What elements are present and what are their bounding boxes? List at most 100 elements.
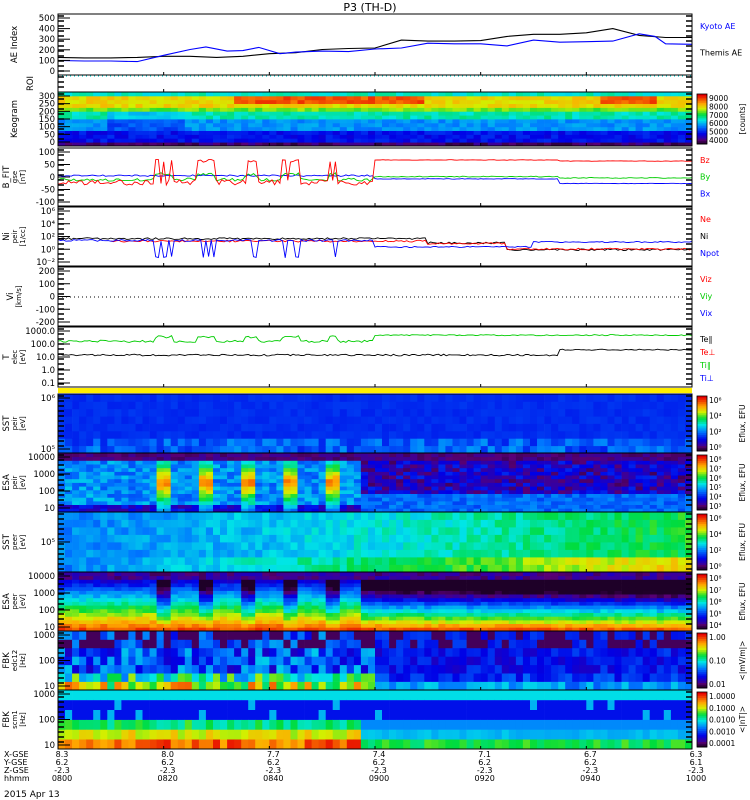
spectrogram-cell (565, 119, 573, 124)
spectrogram-cell (79, 586, 87, 591)
spectrogram-cell (417, 456, 425, 461)
spectrogram-cell (163, 508, 172, 513)
spectrogram-cell (332, 489, 341, 494)
spectrogram-cell (318, 594, 326, 599)
spectrogram-cell (579, 475, 587, 480)
spectrogram-cell (100, 608, 108, 613)
spectrogram-cell (515, 394, 524, 402)
spectrogram-cell (508, 460, 517, 465)
spectrogram-cell (368, 115, 376, 120)
spectrogram-cell (227, 616, 235, 621)
spectrogram-cell (396, 464, 404, 469)
spectrogram-cell (311, 142, 319, 147)
spectrogram-cell (177, 471, 186, 476)
spectrogram-cell (522, 138, 531, 143)
spectrogram-cell (515, 416, 524, 424)
spectrogram-cell (65, 612, 73, 617)
spectrogram-cell (551, 557, 559, 565)
spectrogram-cell (100, 527, 108, 535)
spectrogram-cell (438, 504, 446, 509)
spectrogram-cell (255, 619, 263, 624)
spectrogram-cell (685, 394, 693, 402)
spectrogram-cell (269, 142, 277, 147)
spectrogram-cell (93, 612, 101, 617)
spectrogram-cell (332, 564, 341, 573)
spectrogram-cell (205, 103, 214, 108)
spectrogram-cell (346, 586, 355, 591)
spectrogram-cell (318, 627, 326, 632)
colorbar-cell (697, 536, 707, 539)
spectrogram-cell (558, 453, 566, 458)
spectrogram-cell (114, 134, 122, 139)
spectrogram-cell (438, 493, 446, 498)
spectrogram-cell (325, 445, 334, 454)
spectrogram-cell (65, 460, 73, 465)
spectrogram-cell (332, 497, 341, 502)
spectrogram-cell (213, 138, 221, 143)
spectrogram-cell (614, 130, 622, 135)
spectrogram-cell (170, 557, 179, 565)
spectrogram-cell (283, 122, 291, 128)
spectrogram-cell (389, 489, 397, 494)
spectrogram-cell (93, 508, 101, 513)
spectrogram-cell (248, 534, 256, 543)
spectrogram-cell (530, 95, 538, 101)
spectrogram-cell (431, 467, 439, 472)
spectrogram-cell (135, 605, 143, 610)
spectrogram-cell (100, 115, 108, 120)
spectrogram-cell (304, 549, 312, 558)
spectrogram-cell (663, 482, 672, 487)
spectrogram-cell (558, 464, 566, 469)
spectrogram-cell (515, 401, 524, 410)
spectrogram-cell (135, 467, 143, 472)
spectrogram-cell (586, 126, 594, 131)
spectrogram-cell (360, 601, 369, 606)
spectrogram-cell (445, 527, 453, 535)
spectrogram-cell (276, 475, 284, 480)
spectrogram-cell (473, 416, 481, 424)
spectrogram-cell (558, 534, 566, 543)
spectrogram-cell (156, 482, 164, 487)
spectrogram-cell (227, 497, 235, 502)
spectrogram-cell (403, 408, 411, 417)
spectrogram-cell (290, 103, 298, 108)
spectrogram-cell (530, 115, 538, 120)
spectrogram-cell (417, 99, 425, 104)
spectrogram-cell (346, 460, 355, 465)
spectrogram-cell (65, 619, 73, 624)
spectrogram-cell (262, 478, 270, 483)
spectrogram-cell (156, 471, 164, 476)
spectrogram-cell (621, 103, 629, 108)
spectrogram-cell (628, 475, 636, 480)
spectrogram-cell (649, 482, 658, 487)
spectrogram-cell (142, 564, 150, 573)
spectrogram-cell (403, 493, 411, 498)
spectrogram-cell (368, 564, 376, 573)
spectrogram-cell (276, 103, 284, 108)
spectrogram-cell (311, 130, 319, 135)
spectrogram-cell (227, 608, 235, 613)
spectrogram-cell (522, 467, 531, 472)
spectrogram-cell (452, 394, 460, 402)
spectrogram-cell (339, 471, 348, 476)
spectrogram-cell (149, 453, 157, 458)
spectrogram-cell (142, 142, 150, 147)
spectrogram-cell (311, 605, 319, 610)
spectrogram-cell (248, 623, 256, 628)
spectrogram-cell (368, 438, 376, 447)
spectrogram-cell (621, 486, 629, 491)
spectrogram-cell (579, 95, 587, 101)
spectrogram-cell (438, 95, 446, 101)
spectrogram-cell (607, 111, 615, 116)
spectrogram-cell (360, 627, 369, 632)
spectrogram-cell (72, 456, 80, 461)
spectrogram-cell (79, 500, 87, 505)
spectrogram-cell (79, 438, 87, 447)
spectrogram-cell (558, 527, 566, 535)
spectrogram-cell (269, 489, 277, 494)
spectrogram-cell (649, 115, 658, 120)
spectrogram-cell (220, 92, 228, 97)
spectrogram-cell (452, 103, 460, 108)
spectrogram-cell (58, 500, 66, 505)
spectrogram-cell (198, 612, 207, 617)
